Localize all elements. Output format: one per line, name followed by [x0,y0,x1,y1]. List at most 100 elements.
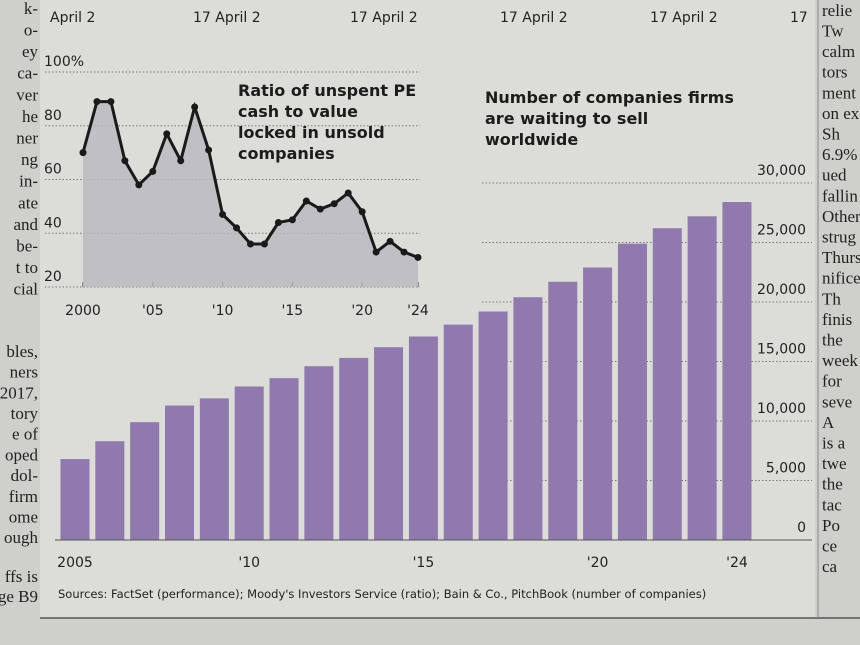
column-text: relie [822,1,852,20]
line-chart-title: Ratio of unspent PE cash to value locked… [238,81,417,163]
column-text: ey [22,42,39,61]
y-tick-label: 80 [44,108,62,124]
y-tick-label: 0 [797,520,806,536]
column-text: nifice [822,269,860,288]
column-text: oped [5,445,39,464]
column-text: bles, [6,342,38,361]
point [330,200,338,208]
x-tick-label: '15 [282,303,304,319]
column-text: ough [4,528,39,547]
point [316,205,324,213]
column-text: Tw [822,22,844,41]
column-text: the [822,331,843,350]
column-text: dol- [11,466,39,485]
bar [269,378,299,540]
column-text: calm [822,42,855,61]
column-text: ng [21,150,39,169]
x-tick-label: '20 [587,555,609,571]
column-text: e of [12,425,38,444]
point [302,197,310,205]
x-tick-label: '15 [413,555,435,571]
column-text: k- [24,0,39,18]
bar [165,405,195,540]
point [205,146,213,154]
column-text: tory [11,404,39,423]
source-note: Sources: FactSet (performance); Moody's … [58,587,707,601]
column-text: fallin [822,186,858,205]
x-tick-label: '10 [238,555,260,571]
y-tick-label: 30,000 [757,163,806,179]
top-axis-label: 17 [790,10,808,26]
column-text: o- [24,21,39,40]
bar [722,202,752,541]
bar [199,398,229,540]
point [414,253,422,261]
column-text: be- [16,237,38,256]
point [79,149,87,157]
column-text: on ex [822,104,860,123]
column-text: he [22,107,38,126]
point [288,216,296,224]
column-text: ver [16,85,38,104]
top-axis-label: 17 April 2 [650,10,718,26]
bar [339,357,369,540]
point [372,248,380,256]
y-tick-label: 40 [44,215,62,231]
top-axis-label: April 2 [50,10,95,26]
bar [513,297,543,540]
point [93,98,101,106]
column-text: A [822,413,835,432]
bar [652,228,682,540]
point [260,240,268,248]
point [177,157,185,165]
x-tick-label: '05 [142,303,164,319]
x-tick-label: 2005 [57,555,93,571]
top-axis-label: 17 April 2 [193,10,261,26]
point [121,157,129,165]
column-text: ca- [17,64,38,83]
bar [408,336,438,540]
x-tick-label: '24 [726,555,748,571]
point [274,219,282,226]
x-tick-label: '20 [351,303,373,319]
point [191,103,199,111]
column-text: seve [822,392,852,411]
column-text: in- [19,172,38,191]
point [163,130,171,138]
column-text: ffs is [5,567,38,586]
x-tick-label: '10 [212,303,234,319]
x-tick-label: '24 [407,303,429,319]
column-text: ce [822,537,837,556]
top-axis-label: 17 April 2 [500,10,568,26]
column-text: week [822,351,858,370]
bar [478,311,508,540]
column-text: Other [822,207,860,226]
column-text: for [822,372,842,391]
bar [234,386,264,540]
column-text: 2017, [0,383,38,402]
bar-chart-title: Number of companies firms are waiting to… [485,88,734,149]
column-text: strug [822,228,857,247]
point [386,237,394,245]
y-tick-label: 15,000 [757,342,806,358]
point [400,248,408,256]
y-tick-label: 10,000 [757,401,806,417]
column-text: the [822,475,843,494]
column-text: ner [16,129,38,148]
point [219,210,227,218]
bar [443,324,473,540]
point [135,181,143,189]
column-text: Sh [822,125,840,144]
column-text: and [13,215,38,234]
column-text: Th [822,289,841,308]
bar [548,281,578,540]
bar [130,422,160,540]
point [344,189,352,197]
bar [304,366,334,540]
column-text: finis [822,310,852,329]
point [149,167,157,175]
area [83,101,418,287]
y-tick-label: 20,000 [757,282,806,298]
bar [687,216,717,540]
